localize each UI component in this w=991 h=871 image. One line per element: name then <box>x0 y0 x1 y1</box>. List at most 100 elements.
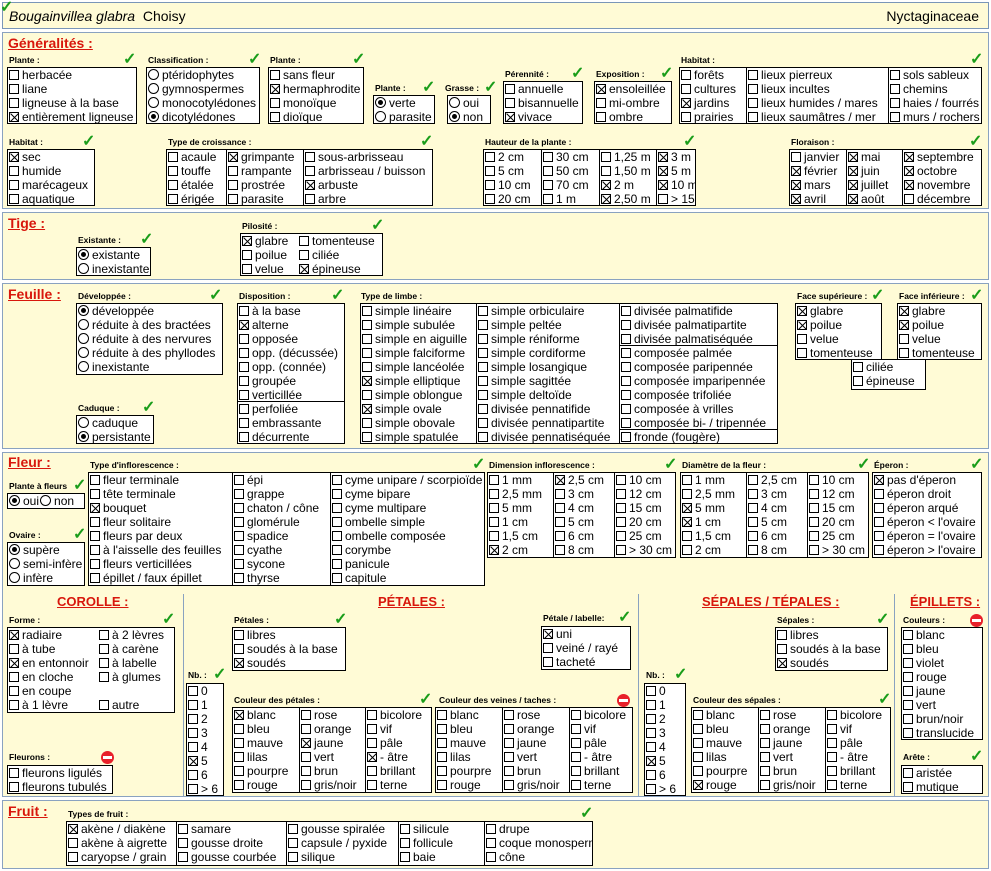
option-floraison[interactable]: janvier <box>790 150 846 164</box>
option-limbe[interactable]: simple subulée <box>361 318 476 332</box>
checkbox-control[interactable] <box>188 714 198 724</box>
option-caduque[interactable]: caduque <box>77 416 153 430</box>
option-nbsep[interactable]: 3 <box>645 726 685 740</box>
option-fruit[interactable]: capsule / pyxide <box>287 836 398 850</box>
checkbox-control[interactable] <box>234 531 244 541</box>
checkbox-control[interactable] <box>437 780 447 790</box>
option-inflorescence[interactable]: corymbe <box>331 543 484 557</box>
option-facesup[interactable]: velue <box>796 332 881 346</box>
checkbox-control[interactable] <box>504 752 514 762</box>
checkbox-control[interactable] <box>234 724 244 734</box>
option-faceinf2[interactable]: épineuse <box>852 374 925 388</box>
checkbox-control[interactable] <box>270 98 280 108</box>
checkbox-control[interactable] <box>305 152 315 162</box>
checkbox-control[interactable] <box>601 194 611 204</box>
checkbox-control[interactable] <box>874 489 884 499</box>
option-diminflo[interactable]: 2 cm <box>488 543 553 557</box>
option-coulpet[interactable]: pourpre <box>233 764 299 778</box>
checkbox-control[interactable] <box>239 418 249 428</box>
option-habitat[interactable]: lieux saumâtres / mer <box>747 110 888 123</box>
option-inflorescence[interactable]: glomérule <box>233 515 330 529</box>
option-inflorescence[interactable]: cyathe <box>233 543 330 557</box>
checkbox-control[interactable] <box>9 166 19 176</box>
checkbox-control[interactable] <box>188 700 198 710</box>
option-eperon[interactable]: éperon arqué <box>873 501 981 515</box>
checkbox-control[interactable] <box>646 714 656 724</box>
checkbox-control[interactable] <box>367 738 377 748</box>
option-perennite[interactable]: annuelle <box>504 82 582 96</box>
checkbox-control[interactable] <box>543 194 553 204</box>
checkbox-control[interactable] <box>332 517 342 527</box>
checkbox-control[interactable] <box>827 766 837 776</box>
checkbox-control[interactable] <box>693 724 703 734</box>
option-facesup[interactable]: glabre <box>796 304 881 318</box>
checkbox-control[interactable] <box>777 644 787 654</box>
radio-control[interactable] <box>449 111 460 122</box>
option-fruit[interactable]: silique <box>287 850 398 864</box>
checkbox-control[interactable] <box>682 489 692 499</box>
radio-control[interactable] <box>148 83 159 94</box>
checkbox-control[interactable] <box>543 166 553 176</box>
option-arete[interactable]: aristée <box>902 766 982 780</box>
checkbox-control[interactable] <box>478 320 488 330</box>
option-disposition[interactable]: alterne <box>238 318 344 332</box>
option-habitat[interactable]: lieux pierreux <box>747 68 888 82</box>
option-coulveines[interactable]: vert <box>503 750 569 764</box>
option-diminflo[interactable]: 1,5 cm <box>488 529 553 543</box>
option-floraison[interactable]: août <box>847 192 902 205</box>
option-ovaire[interactable]: semi-infère <box>8 557 84 571</box>
checkbox-control[interactable] <box>188 770 198 780</box>
option-croissance[interactable]: sous-arbrisseau <box>304 150 432 164</box>
checkbox-control[interactable] <box>239 334 249 344</box>
option-couleurs[interactable]: vert <box>902 698 982 712</box>
option-forme[interactable]: en cloche <box>8 670 98 684</box>
option-diminflo[interactable]: 3 cm <box>554 487 614 501</box>
checkbox-control[interactable] <box>489 545 499 555</box>
checkbox-control[interactable] <box>504 724 514 734</box>
checkbox-control[interactable] <box>332 489 342 499</box>
checkbox-control[interactable] <box>270 84 280 94</box>
option-limbe3[interactable]: composée trifoliée <box>620 388 777 402</box>
checkbox-control[interactable] <box>332 545 342 555</box>
checkbox-control[interactable] <box>301 710 311 720</box>
option-classification[interactable]: dicotylédones <box>147 110 259 123</box>
checkbox-control[interactable] <box>555 517 565 527</box>
radio-control[interactable] <box>148 111 159 122</box>
checkbox-control[interactable] <box>903 672 913 682</box>
radio-control[interactable] <box>375 97 386 108</box>
checkbox-control[interactable] <box>288 852 298 862</box>
checkbox-control[interactable] <box>616 475 626 485</box>
option-floraison[interactable]: juin <box>847 164 902 178</box>
option-plante[interactable]: entièrement ligneuse <box>8 110 136 123</box>
checkbox-control[interactable] <box>616 517 626 527</box>
checkbox-control[interactable] <box>621 306 631 316</box>
option-hauteur[interactable]: 70 cm <box>542 178 599 192</box>
checkbox-control[interactable] <box>9 112 19 122</box>
option-disposition2[interactable]: perfoliée <box>238 402 344 416</box>
radio-control[interactable] <box>78 417 89 428</box>
checkbox-control[interactable] <box>760 710 770 720</box>
option-fruit[interactable]: gousse droite <box>177 836 286 850</box>
option-developpee[interactable]: inexistante <box>77 360 222 374</box>
option-limbe[interactable]: simple ovale <box>361 402 476 416</box>
option-pilosite[interactable]: poilue <box>241 248 298 262</box>
option-diminflo[interactable]: 8 cm <box>554 543 614 557</box>
option-inflorescence[interactable]: fleurs verticillées <box>89 557 232 571</box>
checkbox-control[interactable] <box>848 194 858 204</box>
checkbox-control[interactable] <box>188 728 198 738</box>
option-croissance[interactable]: grimpante <box>227 150 303 164</box>
checkbox-control[interactable] <box>903 686 913 696</box>
checkbox-control[interactable] <box>797 334 807 344</box>
checkbox-control[interactable] <box>571 738 581 748</box>
option-planteafleurs[interactable]: oui <box>8 494 39 508</box>
option-diamfleur[interactable]: 2,5 cm <box>747 473 807 487</box>
checkbox-control[interactable] <box>682 475 692 485</box>
option-pilosite[interactable]: ciliée <box>298 248 382 262</box>
checkbox-control[interactable] <box>367 710 377 720</box>
checkbox-control[interactable] <box>827 780 837 790</box>
checkbox-control[interactable] <box>504 738 514 748</box>
option-hauteur[interactable]: 2 cm <box>484 150 541 164</box>
checkbox-control[interactable] <box>596 84 606 94</box>
option-hauteur[interactable]: 5 cm <box>484 164 541 178</box>
checkbox-control[interactable] <box>601 180 611 190</box>
